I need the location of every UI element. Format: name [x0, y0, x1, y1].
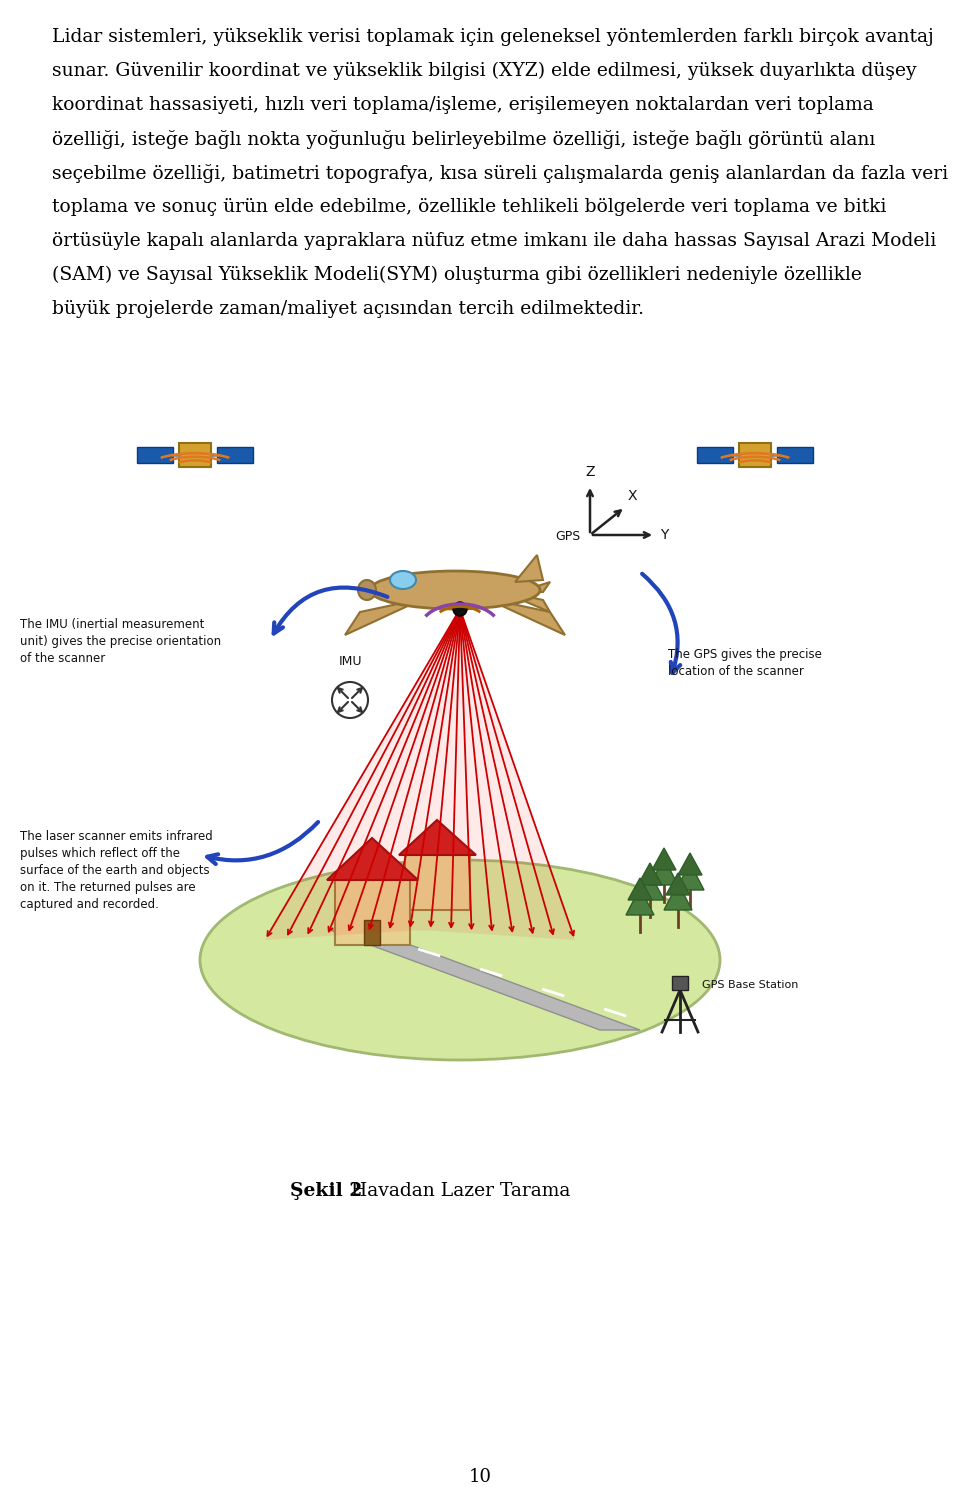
Polygon shape	[507, 582, 550, 595]
Bar	[777, 447, 813, 463]
Polygon shape	[507, 592, 550, 613]
Bar	[739, 444, 771, 466]
Text: (SAM) ve Sayısal Yükseklik Modeli(SYM) oluşturma gibi özellikleri nedeniyle özel: (SAM) ve Sayısal Yükseklik Modeli(SYM) o…	[52, 266, 862, 284]
Bar	[697, 447, 733, 463]
Bar	[335, 880, 410, 945]
Text: The IMU (inertial measurement
unit) gives the precise orientation
of the scanner: The IMU (inertial measurement unit) give…	[20, 619, 221, 665]
Text: örtüsüyle kapalı alanlarda yapraklara nüfuz etme imkanı ile daha hassas Sayısal : örtüsüyle kapalı alanlarda yapraklara nü…	[52, 232, 936, 250]
Text: The laser scanner emits infrared
pulses which reflect off the
surface of the ear: The laser scanner emits infrared pulses …	[20, 830, 213, 911]
Polygon shape	[676, 863, 704, 890]
Polygon shape	[515, 555, 543, 582]
Text: Lidar sistemleri, yükseklik verisi toplamak için geleneksel yöntemlerden farklı : Lidar sistemleri, yükseklik verisi topla…	[52, 29, 934, 45]
Text: özelliği, isteğe bağlı nokta yoğunluğu belirleyebilme özelliği, isteğe bağlı gör: özelliği, isteğe bağlı nokta yoğunluğu b…	[52, 130, 876, 149]
Polygon shape	[666, 874, 690, 895]
Circle shape	[453, 602, 467, 616]
Text: büyük projelerde zaman/maliyet açısından tercih edilmektedir.: büyük projelerde zaman/maliyet açısından…	[52, 300, 644, 318]
Text: GPS Base Station: GPS Base Station	[702, 979, 799, 990]
Ellipse shape	[370, 570, 540, 610]
Text: seçebilme özelliği, batimetri topografya, kısa süreli çalışmalarda geniş alanlar: seçebilme özelliği, batimetri topografya…	[52, 164, 948, 183]
Text: koordinat hassasiyeti, hızlı veri toplama/işleme, erişilemeyen noktalardan veri : koordinat hassasiyeti, hızlı veri toplam…	[52, 97, 874, 115]
Text: toplama ve sonuç ürün elde edebilme, özellikle tehlikeli bölgelerde veri toplama: toplama ve sonuç ürün elde edebilme, öze…	[52, 198, 886, 216]
Polygon shape	[628, 878, 652, 899]
Polygon shape	[636, 874, 664, 899]
Bar	[672, 976, 688, 990]
Ellipse shape	[200, 860, 720, 1059]
Polygon shape	[626, 887, 654, 914]
Text: The GPS gives the precise
location of the scanner: The GPS gives the precise location of th…	[668, 647, 822, 678]
Text: sunar. Güvenilir koordinat ve yükseklik bilgisi (XYZ) elde edilmesi, yüksek duya: sunar. Güvenilir koordinat ve yükseklik …	[52, 62, 917, 80]
Bar	[405, 856, 470, 910]
Text: Şekil 2: Şekil 2	[290, 1182, 362, 1200]
Ellipse shape	[390, 570, 416, 589]
Text: IMU: IMU	[338, 655, 362, 668]
Polygon shape	[470, 595, 565, 635]
Polygon shape	[650, 859, 678, 884]
Polygon shape	[345, 595, 440, 635]
Text: X: X	[628, 489, 637, 502]
Text: Havadan Lazer Tarama: Havadan Lazer Tarama	[345, 1182, 570, 1200]
Polygon shape	[652, 848, 676, 871]
Polygon shape	[265, 610, 575, 940]
Polygon shape	[327, 837, 418, 880]
Bar	[217, 447, 253, 463]
Bar	[179, 444, 211, 466]
Polygon shape	[330, 930, 640, 1031]
Text: Z: Z	[586, 465, 595, 478]
Text: Y: Y	[660, 528, 668, 542]
Polygon shape	[399, 819, 476, 856]
Polygon shape	[664, 883, 692, 910]
Bar	[364, 920, 380, 945]
Ellipse shape	[358, 579, 376, 601]
Text: GPS: GPS	[555, 531, 580, 543]
Polygon shape	[638, 863, 662, 884]
Bar	[137, 447, 173, 463]
Polygon shape	[678, 853, 702, 875]
Text: 10: 10	[468, 1468, 492, 1486]
